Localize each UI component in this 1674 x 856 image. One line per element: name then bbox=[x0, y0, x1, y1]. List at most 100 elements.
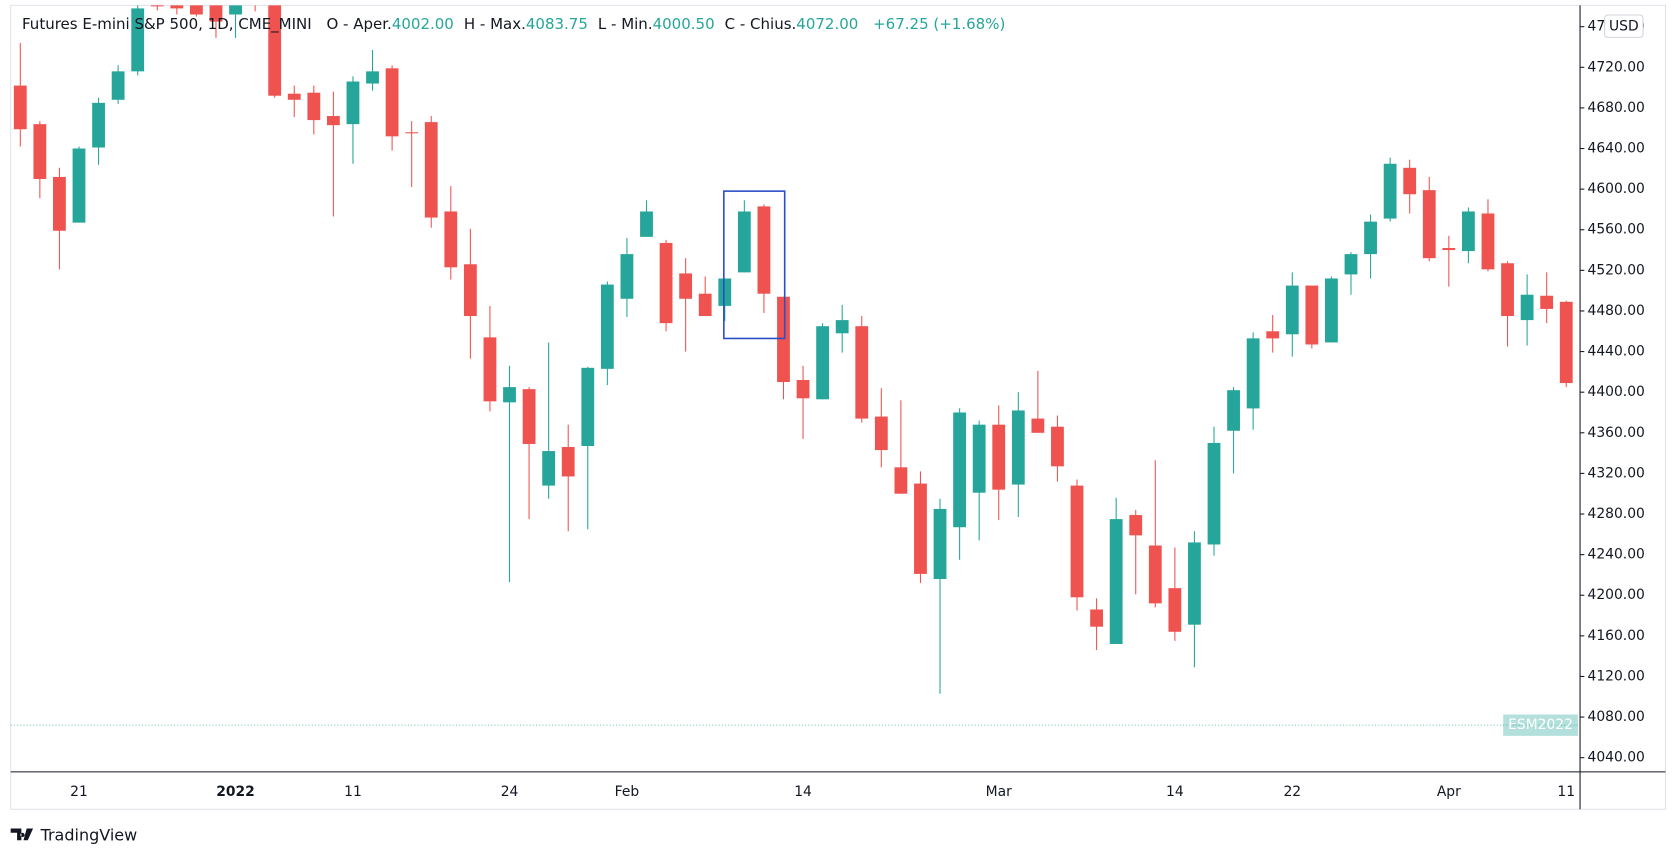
y-tick-label: 4320.00 bbox=[1588, 465, 1645, 481]
y-tick-label: 4360.00 bbox=[1588, 425, 1645, 441]
candle-body bbox=[874, 416, 888, 451]
candle-body bbox=[757, 206, 771, 294]
candle-body bbox=[1461, 211, 1475, 252]
x-tick-label: 14 bbox=[794, 784, 812, 800]
symbol-header: Futures E-mini S&P 500, 1D, CME_MINI O -… bbox=[22, 15, 1005, 33]
candle-body bbox=[249, 0, 262, 1]
y-tick-label: 4120.00 bbox=[1588, 668, 1645, 684]
candle-body bbox=[190, 5, 203, 15]
candle-body bbox=[209, 5, 223, 22]
drawn-rectangle bbox=[723, 190, 786, 340]
y-tick-label: 4200.00 bbox=[1588, 587, 1645, 603]
currency-label: USD bbox=[1609, 19, 1639, 35]
candle-body bbox=[1325, 278, 1338, 343]
x-tick-label: 11 bbox=[1557, 784, 1575, 800]
currency-badge: USD bbox=[1604, 14, 1644, 38]
candle-body bbox=[1481, 213, 1495, 270]
candle-body bbox=[698, 293, 712, 317]
candle-body bbox=[366, 71, 379, 84]
candle-body bbox=[53, 176, 66, 231]
axes: 4040.00 4080.00 4120.00 4160.00 4200.00 4240.… bbox=[70, 19, 1645, 801]
symbol-title: Futures E-mini S&P 500, 1D, CME_MINI bbox=[22, 15, 312, 33]
ohlc-fields: O - Aper.4002.00 H - Max.4083.75 L - Min.4… bbox=[326, 15, 868, 33]
field-label: L - Min. bbox=[597, 15, 653, 33]
field-value: 4072.00 bbox=[796, 15, 859, 33]
candle-body bbox=[1129, 515, 1143, 536]
candle-body bbox=[522, 389, 536, 444]
x-tick-label: Feb bbox=[615, 784, 640, 800]
candle-body bbox=[1011, 410, 1025, 485]
candle-body bbox=[1285, 285, 1299, 335]
candle-body bbox=[1422, 190, 1436, 259]
candle-body bbox=[1070, 485, 1084, 598]
field-value: 4083.75 bbox=[525, 15, 588, 33]
y-tick-label: 4280.00 bbox=[1588, 506, 1645, 522]
x-tick-label: 21 bbox=[70, 784, 88, 800]
candle-body bbox=[835, 320, 849, 334]
candle-body bbox=[796, 380, 810, 399]
candle-body bbox=[150, 5, 164, 7]
change-value: +67.25 (+1.68%) bbox=[873, 15, 1006, 33]
candle-body bbox=[307, 92, 321, 121]
y-tick-label: 4480.00 bbox=[1588, 303, 1645, 319]
candle-body bbox=[1501, 263, 1514, 317]
candle-body bbox=[1188, 542, 1201, 625]
candle-body bbox=[170, 5, 184, 9]
candle-body bbox=[737, 211, 751, 273]
candle-body bbox=[816, 326, 830, 400]
y-tick-label: 4560.00 bbox=[1588, 222, 1645, 238]
y-tick-label: 4720.00 bbox=[1588, 59, 1645, 75]
candle-body bbox=[894, 467, 908, 494]
candle-body bbox=[33, 124, 47, 179]
field-label: C - Chius. bbox=[724, 15, 797, 33]
y-tick-label: 4400.00 bbox=[1588, 384, 1645, 400]
candle-body bbox=[855, 326, 869, 419]
candle-body bbox=[777, 296, 790, 383]
field-label: O - Aper. bbox=[326, 15, 392, 33]
y-tick-label: 4440.00 bbox=[1588, 344, 1645, 360]
candle-body bbox=[1364, 221, 1377, 255]
candle-body bbox=[405, 132, 419, 134]
candle-body bbox=[229, 5, 242, 15]
candle-body bbox=[72, 148, 86, 223]
candle-body bbox=[581, 367, 595, 446]
candle-body bbox=[620, 254, 634, 299]
candle-body bbox=[1051, 426, 1064, 467]
x-tick-label: 11 bbox=[344, 784, 362, 800]
candle-body bbox=[1540, 295, 1554, 309]
candle-body bbox=[561, 447, 575, 477]
candle-body bbox=[1559, 301, 1573, 384]
candle-body bbox=[1207, 442, 1221, 545]
candle-body bbox=[1344, 254, 1358, 275]
candle-body bbox=[13, 85, 27, 130]
candle-body bbox=[600, 284, 614, 369]
brand-logo: TradingView bbox=[10, 825, 138, 844]
candle-body bbox=[1403, 167, 1417, 195]
x-tick-label: 14 bbox=[1166, 784, 1184, 800]
candle-body bbox=[326, 116, 340, 126]
candle-body bbox=[1383, 163, 1397, 219]
candle-body bbox=[659, 242, 673, 324]
candle-body bbox=[1442, 248, 1456, 251]
candle-body bbox=[346, 81, 360, 125]
candle-body bbox=[914, 483, 927, 574]
candle-body bbox=[1520, 294, 1534, 321]
x-tick-label: 22 bbox=[1283, 784, 1301, 800]
candle-body bbox=[1305, 285, 1319, 345]
candle-body bbox=[1148, 545, 1162, 604]
badge-box bbox=[1604, 14, 1644, 38]
candle-body bbox=[1168, 588, 1182, 632]
x-tick-label: 24 bbox=[501, 784, 519, 800]
candle-body bbox=[92, 102, 105, 148]
candle-body bbox=[1109, 519, 1123, 644]
price-line-label: ESM2022 bbox=[1508, 717, 1573, 733]
y-tick-label: 4640.00 bbox=[1588, 141, 1645, 157]
candle-body bbox=[953, 412, 967, 528]
brand-name: TradingView bbox=[40, 825, 138, 844]
y-tick-label: 4160.00 bbox=[1588, 628, 1645, 644]
candle-body bbox=[718, 278, 732, 306]
x-tick-label: Mar bbox=[986, 784, 1012, 800]
candle-body bbox=[287, 93, 301, 100]
candle-body bbox=[131, 8, 145, 72]
